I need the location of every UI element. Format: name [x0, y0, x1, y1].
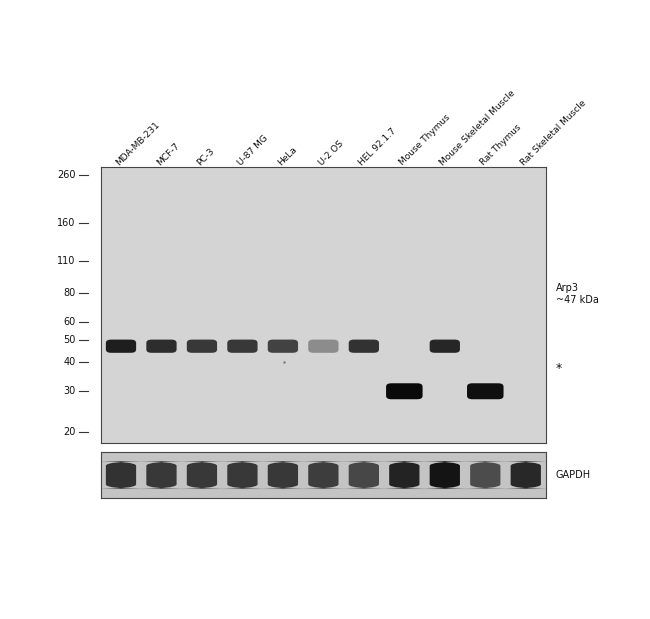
FancyBboxPatch shape: [254, 461, 312, 489]
Text: ~47 kDa: ~47 kDa: [556, 295, 599, 305]
Text: 50: 50: [63, 335, 75, 345]
FancyBboxPatch shape: [430, 340, 460, 353]
FancyBboxPatch shape: [467, 383, 504, 399]
FancyBboxPatch shape: [294, 461, 353, 489]
FancyBboxPatch shape: [172, 461, 231, 489]
Text: 40: 40: [64, 357, 75, 368]
FancyBboxPatch shape: [92, 461, 150, 489]
Text: Rat Thymus: Rat Thymus: [479, 123, 523, 167]
Text: GAPDH: GAPDH: [556, 470, 591, 480]
Text: HEL 92.1.7: HEL 92.1.7: [358, 126, 398, 167]
FancyBboxPatch shape: [227, 340, 257, 353]
Text: 30: 30: [64, 386, 75, 396]
Text: 260: 260: [57, 170, 75, 180]
FancyBboxPatch shape: [497, 461, 555, 489]
FancyBboxPatch shape: [335, 461, 393, 489]
FancyBboxPatch shape: [187, 340, 217, 353]
Text: 80: 80: [64, 288, 75, 298]
FancyBboxPatch shape: [106, 340, 136, 353]
FancyBboxPatch shape: [456, 461, 515, 489]
FancyBboxPatch shape: [348, 340, 379, 353]
FancyBboxPatch shape: [386, 383, 422, 399]
Text: 110: 110: [57, 256, 75, 266]
Text: PC-3: PC-3: [196, 146, 216, 167]
Text: 60: 60: [64, 317, 75, 327]
Text: 160: 160: [57, 219, 75, 228]
Text: *: *: [556, 361, 562, 375]
Text: Mouse Skeletal Muscle: Mouse Skeletal Muscle: [439, 88, 517, 167]
FancyBboxPatch shape: [308, 340, 339, 353]
Text: 20: 20: [63, 427, 75, 437]
FancyBboxPatch shape: [146, 340, 177, 353]
FancyBboxPatch shape: [375, 461, 434, 489]
Text: U-87 MG: U-87 MG: [236, 133, 270, 167]
Text: Mouse Thymus: Mouse Thymus: [398, 113, 452, 167]
Text: U-2 OS: U-2 OS: [317, 139, 345, 167]
FancyBboxPatch shape: [415, 461, 474, 489]
FancyBboxPatch shape: [268, 340, 298, 353]
Text: Rat Skeletal Muscle: Rat Skeletal Muscle: [519, 98, 588, 167]
FancyBboxPatch shape: [213, 461, 272, 489]
Text: Arp3: Arp3: [556, 283, 578, 293]
FancyBboxPatch shape: [132, 461, 191, 489]
Text: HeLa: HeLa: [276, 145, 299, 167]
Text: MDA-MB-231: MDA-MB-231: [114, 120, 162, 167]
Text: MCF-7: MCF-7: [155, 141, 181, 167]
